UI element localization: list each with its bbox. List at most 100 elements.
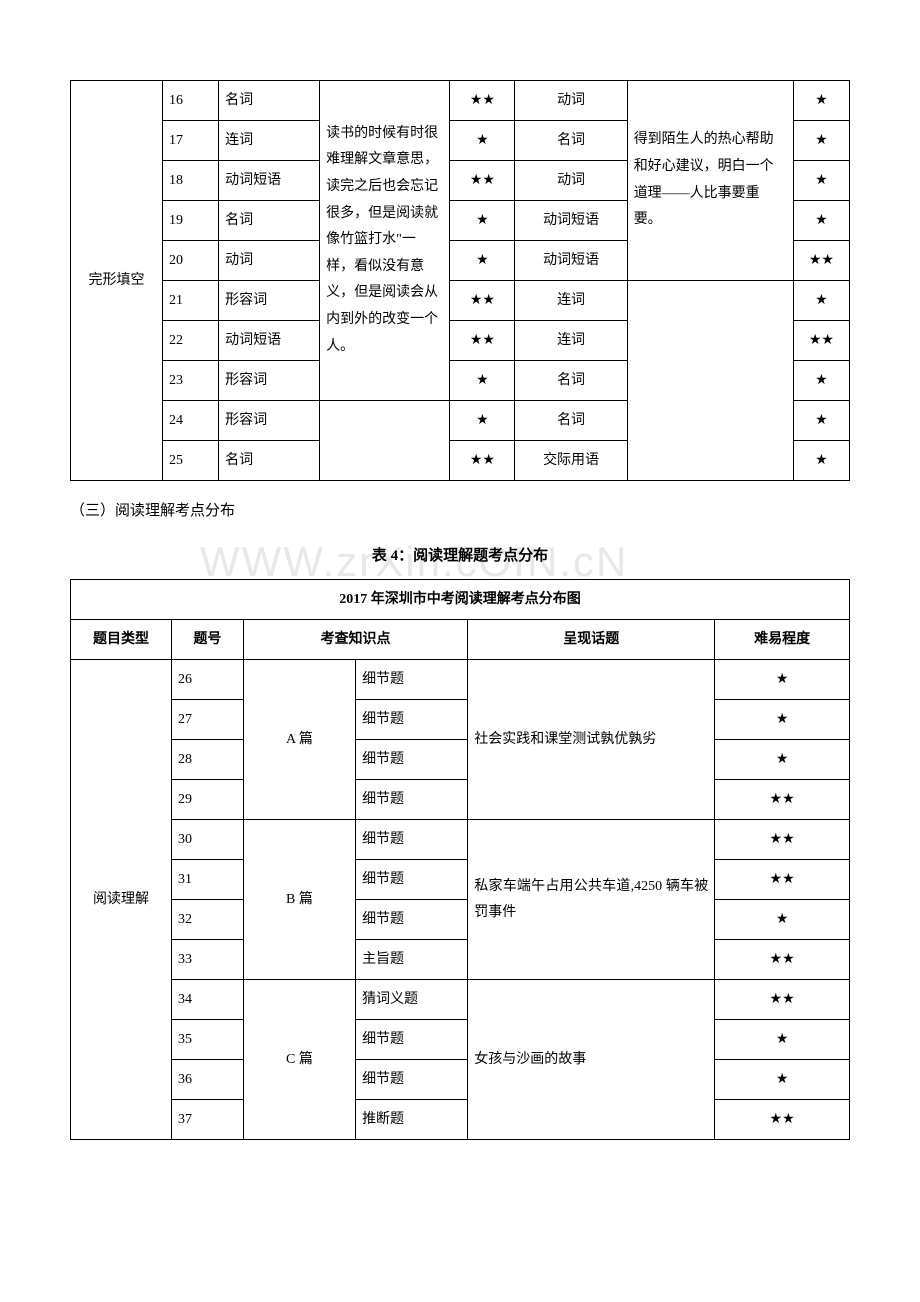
cell-no: 34 [172,980,244,1020]
cell-diff: ★ [450,121,515,161]
cell-pos: 名词 [219,81,320,121]
table-row: 阅读理解 26 A 篇 细节题 社会实践和课堂测试孰优孰劣 ★ [71,660,850,700]
cell-diff: ★ [450,201,515,241]
table-row: 21 形容词 ★★ 连词 ★ [71,281,850,321]
title-rest: 年深圳市中考阅读理解考点分布图 [367,592,581,607]
cell-no: 20 [163,241,219,281]
cell-diff: ★★ [715,940,850,980]
cell-pos2: 名词 [515,121,627,161]
table-header-row: 题目类型 题号 考查知识点 呈现话题 难易程度 [71,620,850,660]
cell-no: 29 [172,780,244,820]
cell-qtype: 细节题 [356,1020,468,1060]
cell-no: 35 [172,1020,244,1060]
cell-diff: ★ [450,241,515,281]
cell-no: 17 [163,121,219,161]
cell-diff: ★★ [715,1100,850,1140]
cell-diff: ★★ [715,860,850,900]
empty-cell [320,401,450,481]
cell-diff2: ★ [793,81,849,121]
section-heading: （三）阅读理解考点分布 [70,499,850,520]
cell-diff: ★★ [450,321,515,361]
cell-pos: 形容词 [219,361,320,401]
cell-diff: ★★ [450,81,515,121]
table-row: 37 推断题 ★★ [71,1100,850,1140]
col-point: 考查知识点 [243,620,467,660]
cell-qtype: 细节题 [356,1060,468,1100]
cell-no: 18 [163,161,219,201]
cell-diff: ★ [715,1060,850,1100]
cell-diff: ★ [715,900,850,940]
cell-diff2: ★ [793,401,849,441]
cell-diff: ★ [715,1020,850,1060]
cell-pos2: 交际用语 [515,441,627,481]
cell-diff: ★ [715,700,850,740]
cell-pos2: 名词 [515,401,627,441]
cell-diff2: ★ [793,121,849,161]
cell-diff: ★★ [450,441,515,481]
reading-table: 2017 年深圳市中考阅读理解考点分布图 题目类型 题号 考查知识点 呈现话题 … [70,579,850,1140]
cell-pos2: 动词短语 [515,241,627,281]
cell-pos: 动词 [219,241,320,281]
cell-diff2: ★★ [793,241,849,281]
table-row: 32 细节题 ★ [71,900,850,940]
title-year: 2017 [339,592,367,607]
table2-title: 2017 年深圳市中考阅读理解考点分布图 [71,580,850,620]
cell-qtype: 主旨题 [356,940,468,980]
col-topic: 呈现话题 [468,620,715,660]
caption-prefix: 表 4 [372,548,398,564]
cloze-desc-right: 得到陌生人的热心帮助和好心建议，明白一个道理——人比事要重要。 [627,81,793,281]
cell-no: 27 [172,700,244,740]
cell-diff: ★★ [715,820,850,860]
reading-label: 阅读理解 [71,660,172,1140]
cell-qtype: 细节题 [356,900,468,940]
cell-pos2: 动词短语 [515,201,627,241]
piece-label: C 篇 [243,980,355,1140]
cell-pos: 名词 [219,201,320,241]
cell-qtype: 细节题 [356,740,468,780]
cell-pos2: 名词 [515,361,627,401]
cell-pos: 动词短语 [219,321,320,361]
col-diff: 难易程度 [715,620,850,660]
cell-qtype: 细节题 [356,700,468,740]
table-row: 36 细节题 ★ [71,1060,850,1100]
cloze-table: 完形填空 16 名词 读书的时候有时很难理解文章意思，读完之后也会忘记很多，但是… [70,80,850,481]
cell-qtype: 细节题 [356,660,468,700]
cell-no: 21 [163,281,219,321]
cell-diff2: ★★ [793,321,849,361]
table-row: 29 细节题 ★★ [71,780,850,820]
cell-diff: ★ [450,361,515,401]
cell-no: 33 [172,940,244,980]
cell-no: 23 [163,361,219,401]
cell-pos2: 动词 [515,161,627,201]
col-type: 题目类型 [71,620,172,660]
cell-diff: ★★ [715,980,850,1020]
table2-caption: 表 4：阅读理解题考点分布 [70,544,850,565]
caption-rest: ：阅读理解题考点分布 [398,548,548,564]
cell-qtype: 细节题 [356,780,468,820]
cell-pos2: 连词 [515,281,627,321]
table-title-row: 2017 年深圳市中考阅读理解考点分布图 [71,580,850,620]
cell-pos: 动词短语 [219,161,320,201]
cell-no: 16 [163,81,219,121]
topic-cell: 私家车端午占用公共车道,4250 辆车被罚事件 [468,820,715,980]
cell-no: 37 [172,1100,244,1140]
cell-no: 36 [172,1060,244,1100]
piece-label: B 篇 [243,820,355,980]
cell-no: 28 [172,740,244,780]
cell-no: 22 [163,321,219,361]
cell-diff: ★★ [450,281,515,321]
cell-no: 30 [172,820,244,860]
cell-diff: ★★ [715,780,850,820]
cell-no: 31 [172,860,244,900]
cell-no: 19 [163,201,219,241]
cell-qtype: 猜词义题 [356,980,468,1020]
cell-diff: ★ [450,401,515,441]
cell-pos: 连词 [219,121,320,161]
cell-qtype: 细节题 [356,860,468,900]
cell-diff2: ★ [793,441,849,481]
cell-diff: ★ [715,740,850,780]
cell-qtype: 推断题 [356,1100,468,1140]
col-no: 题号 [172,620,244,660]
cell-no: 32 [172,900,244,940]
cell-pos: 名词 [219,441,320,481]
